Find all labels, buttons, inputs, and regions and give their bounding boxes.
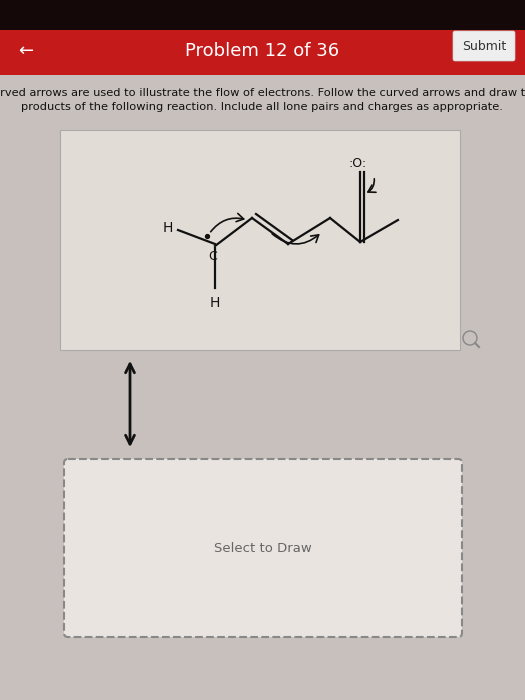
Text: C: C — [208, 250, 217, 263]
Bar — [0, 0, 525, 30]
Text: H: H — [210, 296, 220, 310]
Text: Select to Draw: Select to Draw — [214, 542, 312, 554]
FancyArrowPatch shape — [272, 234, 319, 244]
Text: Problem 12 of 36: Problem 12 of 36 — [185, 42, 339, 60]
Text: products of the following reaction. Include all lone pairs and charges as approp: products of the following reaction. Incl… — [21, 102, 503, 112]
Bar — [60, 130, 460, 350]
Text: :O:: :O: — [348, 157, 366, 170]
Text: ←: ← — [18, 42, 33, 60]
FancyArrowPatch shape — [211, 214, 244, 232]
Text: H: H — [163, 221, 173, 235]
FancyBboxPatch shape — [453, 31, 515, 61]
Bar — [0, 25, 525, 75]
FancyArrowPatch shape — [368, 178, 376, 192]
Text: Curved arrows are used to illustrate the flow of electrons. Follow the curved ar: Curved arrows are used to illustrate the… — [0, 88, 525, 98]
FancyBboxPatch shape — [64, 459, 462, 637]
Text: Submit: Submit — [462, 39, 506, 52]
